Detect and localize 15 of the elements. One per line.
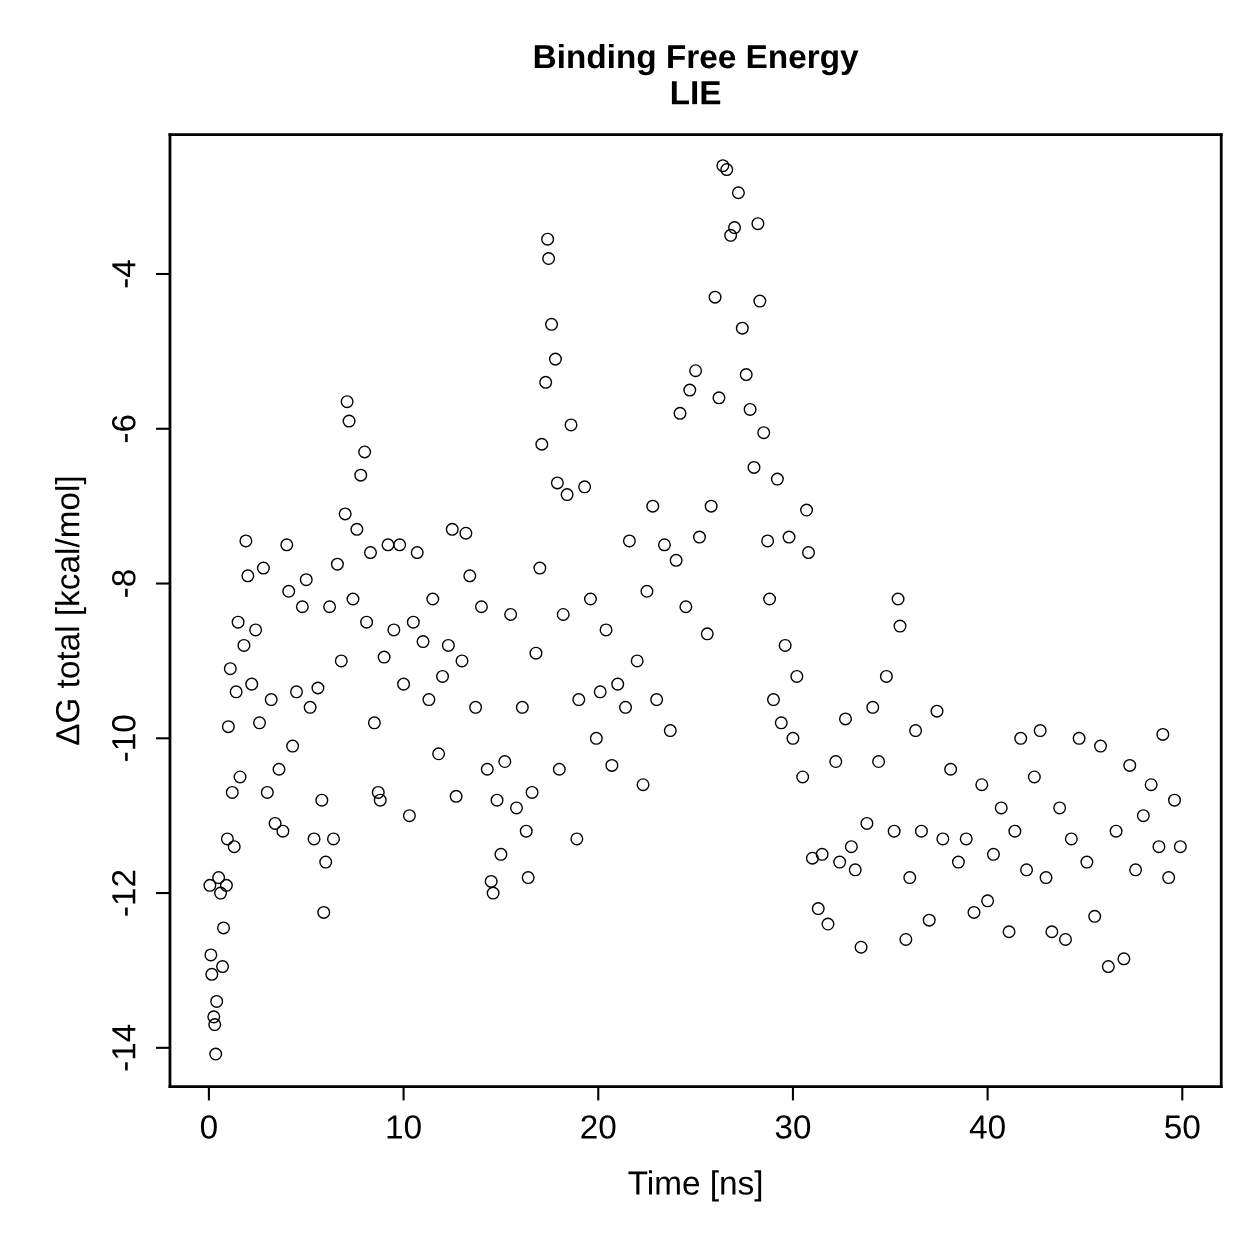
x-tick-label: 10 [387, 1115, 421, 1139]
chart-title: Binding Free Energy LIE [534, 43, 859, 105]
y-tick-label: -10 [111, 715, 136, 761]
x-tick-label: 20 [581, 1115, 616, 1139]
y-tick-label: -14 [112, 1024, 136, 1071]
y-tick-label: -8 [111, 570, 136, 597]
y-tick-label: -6 [111, 415, 136, 443]
x-tick-label: 0 [200, 1115, 217, 1139]
y-tick-label: -4 [112, 260, 136, 288]
x-tick-label: 40 [969, 1115, 1005, 1139]
y-tick-label: -12 [111, 870, 136, 916]
y-axis-title: ΔG total [kcal/mol] [55, 477, 87, 745]
x-axis-title: Time [ns] [628, 1170, 762, 1202]
x-tick-label: 50 [1165, 1115, 1200, 1139]
x-tick-label: 30 [775, 1115, 811, 1139]
